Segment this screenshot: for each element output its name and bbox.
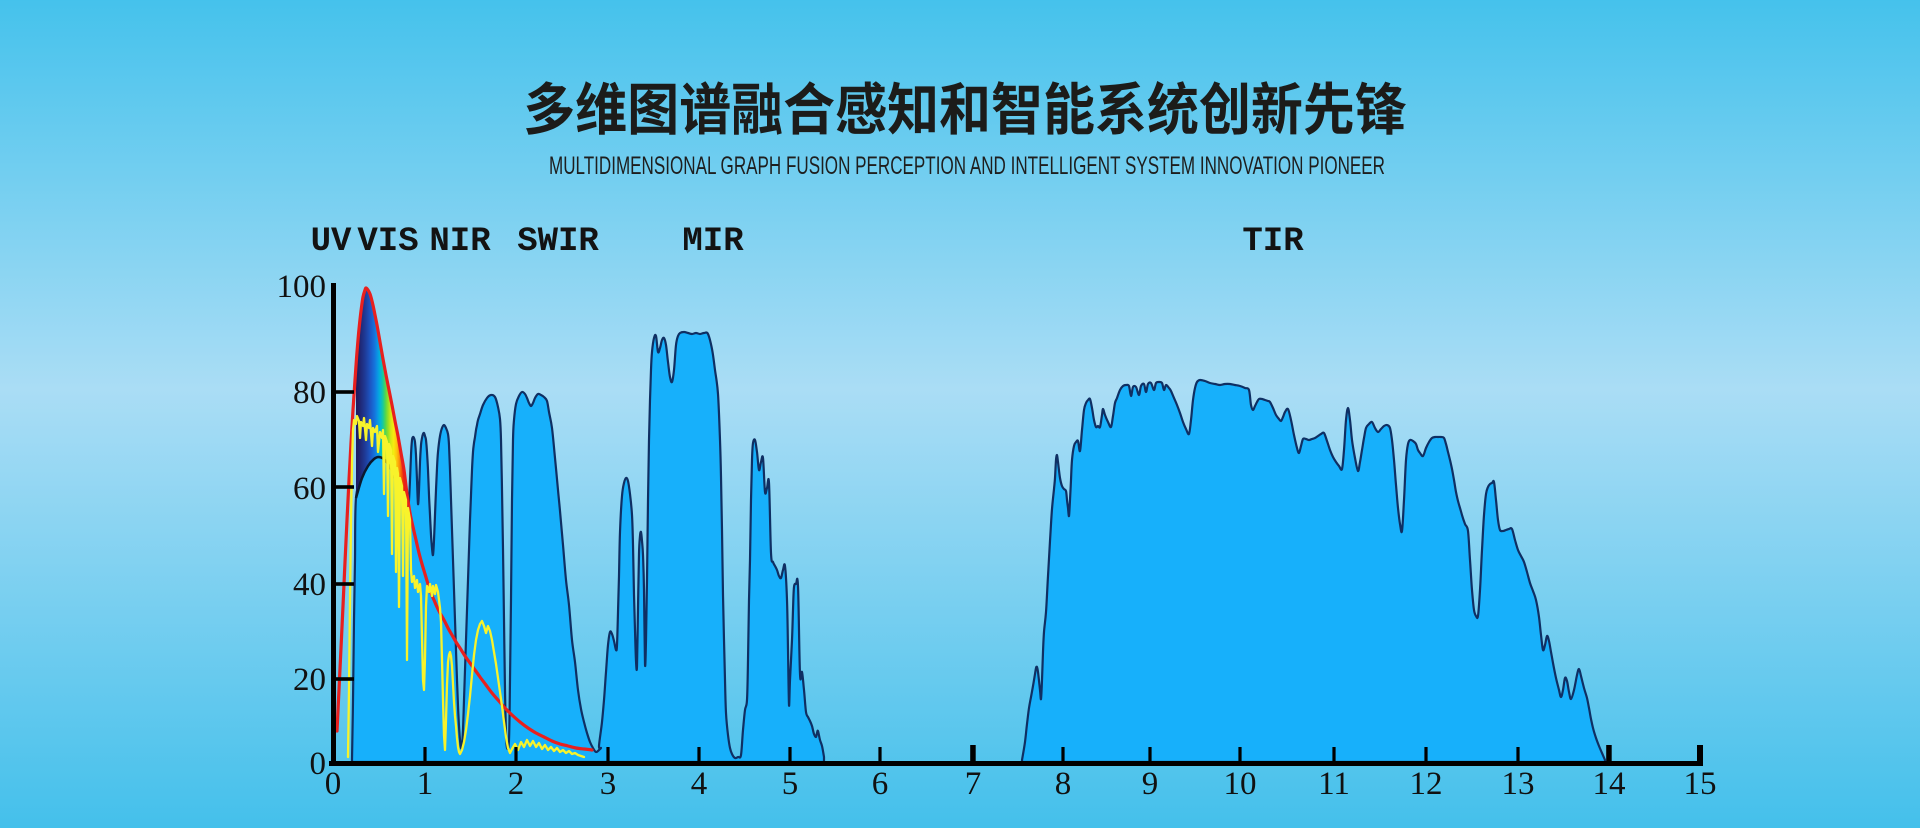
svg-text:UV: UV [311, 223, 352, 261]
svg-text:9: 9 [1142, 766, 1159, 802]
svg-text:10: 10 [1224, 766, 1257, 802]
svg-text:0: 0 [325, 766, 342, 802]
svg-text:8: 8 [1055, 766, 1072, 802]
svg-text:MIR: MIR [682, 223, 744, 261]
svg-text:7: 7 [965, 766, 982, 802]
svg-text:1: 1 [417, 766, 434, 802]
svg-text:6: 6 [872, 766, 889, 802]
svg-text:15: 15 [1684, 766, 1717, 802]
svg-text:NIR: NIR [429, 223, 491, 261]
svg-text:14: 14 [1593, 766, 1626, 802]
svg-text:SWIR: SWIR [517, 223, 599, 261]
svg-text:100: 100 [277, 269, 327, 305]
svg-text:VIS: VIS [357, 223, 418, 261]
svg-text:2: 2 [508, 766, 525, 802]
svg-text:13: 13 [1502, 766, 1535, 802]
svg-text:TIR: TIR [1242, 223, 1304, 261]
svg-text:11: 11 [1318, 766, 1350, 802]
svg-text:80: 80 [293, 375, 326, 411]
svg-text:3: 3 [600, 766, 617, 802]
svg-text:12: 12 [1410, 766, 1443, 802]
svg-text:40: 40 [293, 567, 326, 603]
svg-text:4: 4 [691, 766, 708, 802]
svg-text:20: 20 [293, 662, 326, 698]
svg-text:0: 0 [310, 746, 327, 782]
svg-text:5: 5 [782, 766, 799, 802]
svg-text:60: 60 [293, 471, 326, 507]
svg-text:MULTIDIMENSIONAL GRAPH FUSION: MULTIDIMENSIONAL GRAPH FUSION PERCEPTION… [549, 152, 1385, 180]
